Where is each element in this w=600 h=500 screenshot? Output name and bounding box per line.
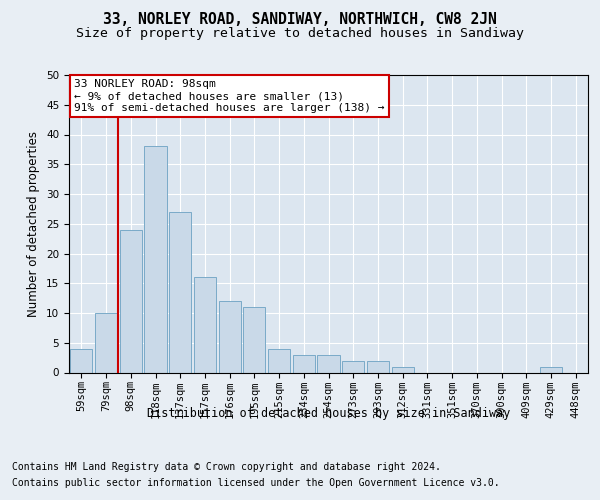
Text: Contains HM Land Registry data © Crown copyright and database right 2024.: Contains HM Land Registry data © Crown c… xyxy=(12,462,441,472)
Bar xyxy=(119,230,142,372)
Bar xyxy=(243,307,265,372)
Bar xyxy=(145,146,167,372)
Bar xyxy=(169,212,191,372)
Text: Size of property relative to detached houses in Sandiway: Size of property relative to detached ho… xyxy=(76,28,524,40)
Bar xyxy=(268,348,290,372)
Bar xyxy=(70,348,92,372)
Bar xyxy=(293,354,315,372)
Bar xyxy=(392,366,414,372)
Bar xyxy=(218,301,241,372)
Bar xyxy=(367,360,389,372)
Text: Distribution of detached houses by size in Sandiway: Distribution of detached houses by size … xyxy=(147,408,511,420)
Bar xyxy=(317,354,340,372)
Y-axis label: Number of detached properties: Number of detached properties xyxy=(28,130,40,317)
Bar xyxy=(342,360,364,372)
Bar xyxy=(95,313,117,372)
Bar xyxy=(194,278,216,372)
Text: Contains public sector information licensed under the Open Government Licence v3: Contains public sector information licen… xyxy=(12,478,500,488)
Text: 33, NORLEY ROAD, SANDIWAY, NORTHWICH, CW8 2JN: 33, NORLEY ROAD, SANDIWAY, NORTHWICH, CW… xyxy=(103,12,497,28)
Text: 33 NORLEY ROAD: 98sqm
← 9% of detached houses are smaller (13)
91% of semi-detac: 33 NORLEY ROAD: 98sqm ← 9% of detached h… xyxy=(74,80,385,112)
Bar xyxy=(540,366,562,372)
